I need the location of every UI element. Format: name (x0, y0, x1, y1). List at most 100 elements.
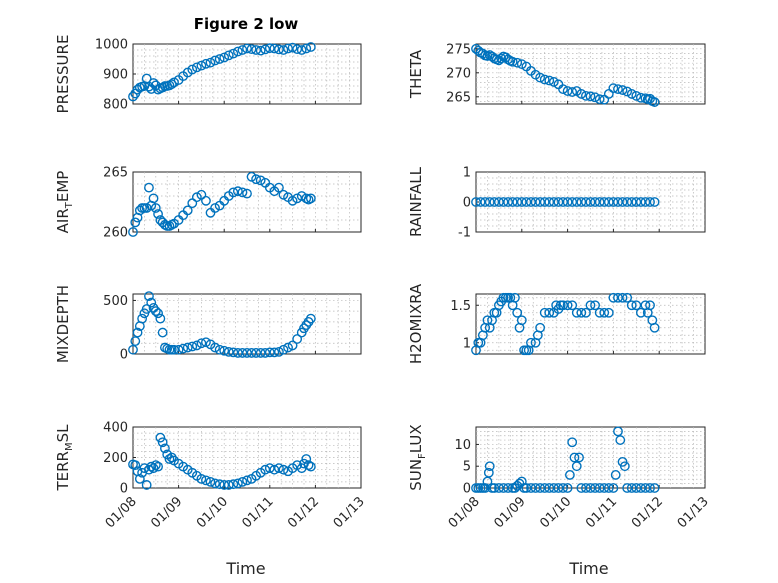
data-point (242, 348, 252, 358)
data-point (615, 435, 626, 445)
data-point (535, 483, 546, 493)
data-point (160, 443, 170, 454)
y-tick-label: 1.5 (450, 299, 471, 314)
data-point (613, 292, 623, 303)
data-point (480, 197, 491, 207)
data-point (571, 461, 582, 472)
data-point (539, 74, 550, 85)
data-point (264, 43, 275, 54)
data-point (130, 217, 141, 228)
data-point (635, 92, 646, 103)
y-tick-label: 265 (103, 166, 128, 181)
y-axis-label: H2OMIXRA (407, 283, 425, 364)
data-point (562, 300, 573, 311)
data-point (535, 197, 546, 207)
data-point (512, 197, 523, 207)
data-point (146, 297, 157, 308)
y-tick-label: 10 (454, 438, 471, 453)
data-point (278, 464, 289, 475)
data-point (498, 197, 509, 207)
data-point (292, 44, 303, 54)
subplot-h2omixra: 1 1.5 H2OMIXRA (407, 283, 706, 364)
data-point (153, 461, 163, 472)
data-point (292, 334, 303, 344)
subplot-air_temp: 260 265 AIRTEMP (54, 166, 362, 241)
data-point (255, 45, 266, 56)
data-point (516, 197, 527, 207)
data-point (631, 300, 642, 311)
data-point (182, 342, 193, 353)
data-point (287, 340, 298, 351)
data-point (640, 197, 651, 207)
data-point (287, 42, 298, 53)
data-point (544, 75, 555, 86)
data-point (228, 479, 239, 490)
data-point (301, 454, 312, 464)
data-point (278, 344, 289, 355)
data-point (526, 197, 536, 207)
data-point (223, 480, 234, 490)
data-point (521, 197, 532, 207)
data-point (507, 197, 518, 207)
data-point (553, 197, 564, 207)
data-point (173, 344, 184, 355)
data-point (574, 452, 584, 463)
data-point (483, 467, 494, 478)
data-point (558, 84, 568, 95)
y-tick-label: 265 (446, 90, 471, 105)
data-point (196, 473, 207, 484)
data-point (148, 78, 159, 88)
y-axis-label: TERRMSL (54, 424, 75, 492)
y-tick-label: 5 (463, 460, 471, 475)
x-tick-label: 01/13 (331, 494, 368, 531)
data-point (237, 476, 248, 487)
data-point (155, 313, 166, 324)
data-point (292, 193, 303, 204)
data-point (567, 197, 578, 207)
data-point (649, 322, 660, 333)
data-point (503, 483, 513, 493)
y-tick-label: 0 (120, 348, 128, 363)
data-point (255, 348, 266, 358)
data-point (475, 197, 486, 207)
data-point (585, 300, 596, 311)
data-point (251, 45, 262, 55)
data-point (150, 203, 161, 213)
data-point (594, 94, 605, 105)
data-point (484, 461, 495, 472)
data-point (631, 483, 642, 493)
data-point (622, 197, 633, 207)
data-point (548, 483, 559, 493)
data-point (214, 54, 225, 64)
data-point (214, 344, 225, 355)
data-point (237, 348, 248, 358)
data-point (191, 62, 202, 73)
data-point (139, 463, 150, 474)
data-point (571, 307, 582, 318)
x-tick-label: 01/11 (583, 494, 620, 531)
data-point (585, 91, 596, 102)
data-point (626, 300, 637, 311)
data-point (631, 90, 642, 101)
y-axis-label: RAINFALL (407, 166, 425, 237)
data-point (144, 464, 154, 475)
subplot-terr_msl: 01/08 01/09 01/10 01/11 01/12 01/13 0 200 400 TER… (54, 421, 368, 532)
data-point (201, 58, 211, 69)
data-point (544, 483, 555, 493)
data-point (521, 483, 532, 493)
data-point (498, 483, 509, 493)
x-tick-label: 01/08 (446, 494, 483, 531)
data-point (645, 300, 655, 311)
data-point (539, 197, 550, 207)
data-point (155, 432, 166, 443)
y-tick-label: 1 (463, 336, 471, 351)
data-point (187, 341, 198, 352)
data-point (242, 475, 252, 486)
x-tick-label: 01/10 (194, 494, 231, 531)
x-tick-label: 01/09 (148, 494, 185, 531)
data-point (610, 470, 621, 480)
data-point (576, 307, 587, 318)
data-point (232, 478, 243, 489)
data-point (210, 203, 220, 213)
